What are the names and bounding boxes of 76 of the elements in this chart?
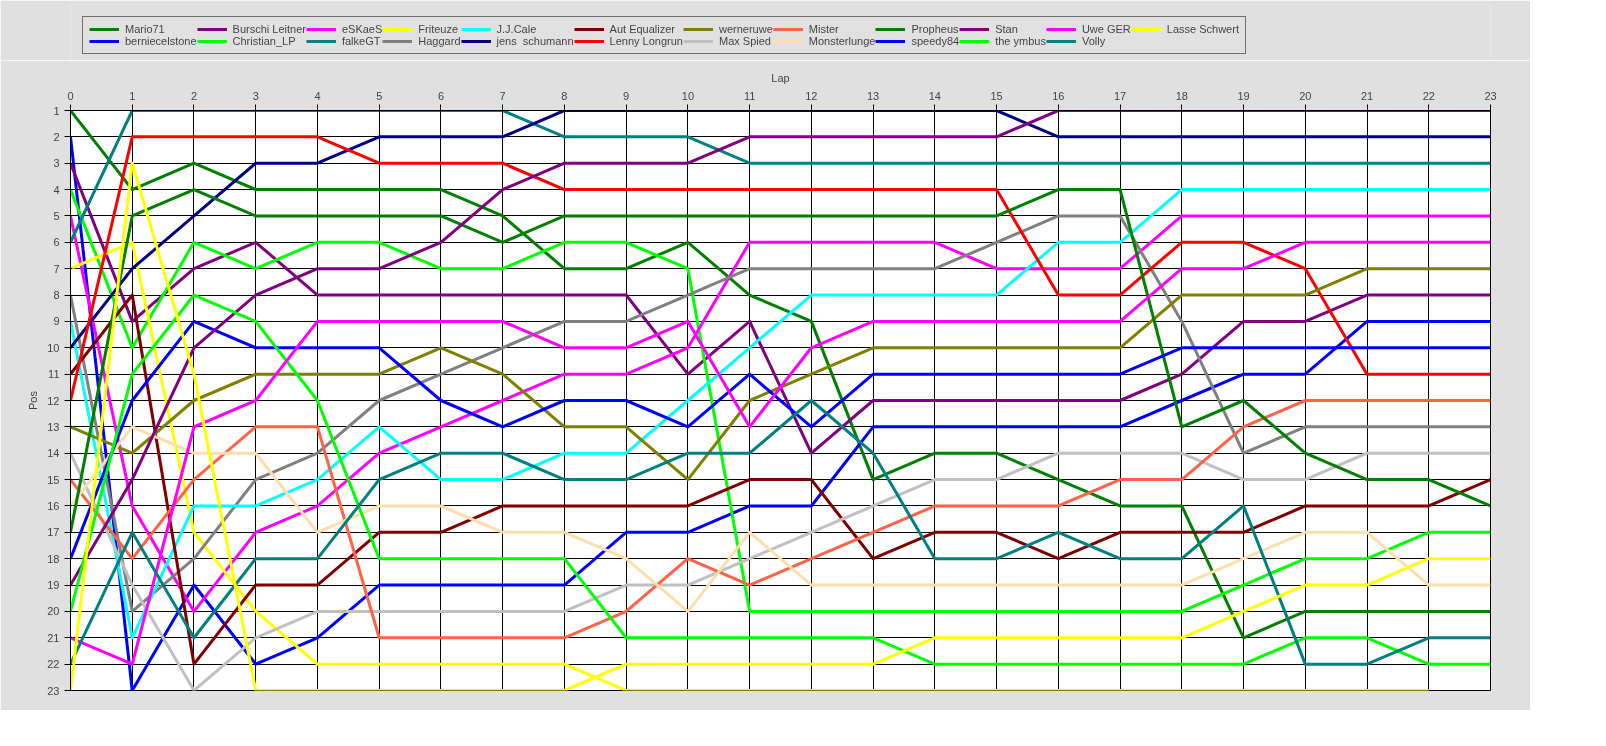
- legend-label: Lasse Schwert: [1166, 23, 1239, 35]
- line-series: [70, 425, 1491, 613]
- legend-label: Aut Equalizer: [609, 23, 675, 35]
- y-tick-label: 4: [53, 183, 60, 196]
- legend-label: Friteuze: [418, 23, 459, 35]
- y-tick-label: 3: [53, 157, 60, 170]
- x-tick-label: 3: [252, 89, 259, 102]
- y-tick-label: 5: [53, 209, 60, 222]
- x-tick-label: 22: [1422, 89, 1435, 102]
- x-tick-label: 12: [805, 89, 818, 102]
- y-tick-label: 6: [53, 236, 60, 249]
- y-tick-label: 9: [53, 315, 60, 328]
- line-series: [70, 135, 1491, 402]
- legend-label: Max Spied: [718, 35, 771, 47]
- legend-label: Stan: [995, 23, 1018, 35]
- line-series: [70, 451, 1491, 691]
- legend-label: falkeGT: [341, 35, 381, 47]
- x-tick-label: 11: [743, 89, 756, 102]
- x-tick-label: 10: [681, 89, 695, 102]
- y-tick-label: 21: [47, 631, 60, 644]
- line-series: [70, 267, 1491, 482]
- x-tick-label: 6: [437, 89, 444, 102]
- legend-label: berniecelstone: [125, 35, 197, 47]
- legend-label: Propheus: [911, 23, 959, 35]
- y-tick-label: 7: [53, 262, 60, 275]
- x-tick-label: 16: [1052, 89, 1065, 102]
- y-tick-label: 22: [47, 658, 60, 671]
- legend-label: the ymbus: [995, 35, 1046, 47]
- legend-label: eSKaeS: [341, 23, 383, 35]
- x-tick-label: 17: [1113, 89, 1127, 102]
- y-tick-label: 19: [47, 579, 60, 592]
- legend-label: Uwe GER: [1081, 23, 1131, 35]
- x-tick-label: 1: [129, 89, 136, 102]
- x-tick-label: 19: [1237, 89, 1250, 102]
- legend-label: J.J.Cale: [496, 23, 537, 35]
- y-tick-label: 15: [47, 473, 60, 486]
- y-tick-label: 16: [47, 499, 60, 512]
- y-tick-label: 13: [47, 420, 60, 433]
- y-tick-label: 2: [53, 130, 60, 143]
- x-tick-label: 0: [67, 89, 74, 102]
- x-tick-label: 20: [1299, 89, 1312, 102]
- x-tick-label: 5: [376, 89, 383, 102]
- x-tick-label: 8: [561, 89, 568, 102]
- legend-label: speedy84: [911, 35, 960, 47]
- y-axis-title: Pos: [27, 390, 40, 410]
- y-tick-label: 10: [47, 341, 60, 354]
- legend-label: Burschi Leitner: [232, 23, 306, 35]
- legend-label: werneruwe: [718, 23, 773, 35]
- legend-label: Volly: [1081, 35, 1106, 47]
- y-tick-label: 14: [47, 447, 60, 460]
- y-tick-label: 11: [48, 368, 60, 381]
- y-tick-label: 23: [47, 684, 60, 697]
- x-tick-label: 9: [623, 89, 630, 102]
- x-axis-title: Lap: [771, 71, 790, 84]
- x-tick-label: 21: [1360, 89, 1374, 102]
- x-tick-label: 23: [1484, 89, 1497, 102]
- x-tick-label: 15: [990, 89, 1003, 102]
- legend-label: Mister: [808, 23, 839, 35]
- legend-label: Haggard: [418, 35, 461, 47]
- x-tick-label: 4: [314, 89, 321, 102]
- y-tick-label: 18: [47, 552, 60, 565]
- legend-label: Christian_LP: [232, 35, 296, 47]
- x-tick-label: 13: [866, 89, 880, 102]
- y-tick-label: 12: [47, 394, 60, 407]
- y-tick-label: 20: [47, 605, 60, 618]
- y-tick-label: 1: [53, 104, 60, 117]
- legend-label: Mario71: [125, 23, 165, 35]
- x-tick-label: 7: [499, 89, 506, 102]
- legend-label: Monsterlunge: [808, 35, 876, 47]
- x-tick-label: 14: [928, 89, 941, 102]
- y-tick-label: 8: [53, 289, 60, 302]
- x-tick-label: 2: [190, 89, 198, 102]
- legend-label: jens schumann: [496, 35, 574, 47]
- x-tick-label: 18: [1175, 89, 1188, 102]
- y-tick-label: 17: [47, 526, 60, 539]
- legend-label: Lenny Longrun: [609, 35, 683, 47]
